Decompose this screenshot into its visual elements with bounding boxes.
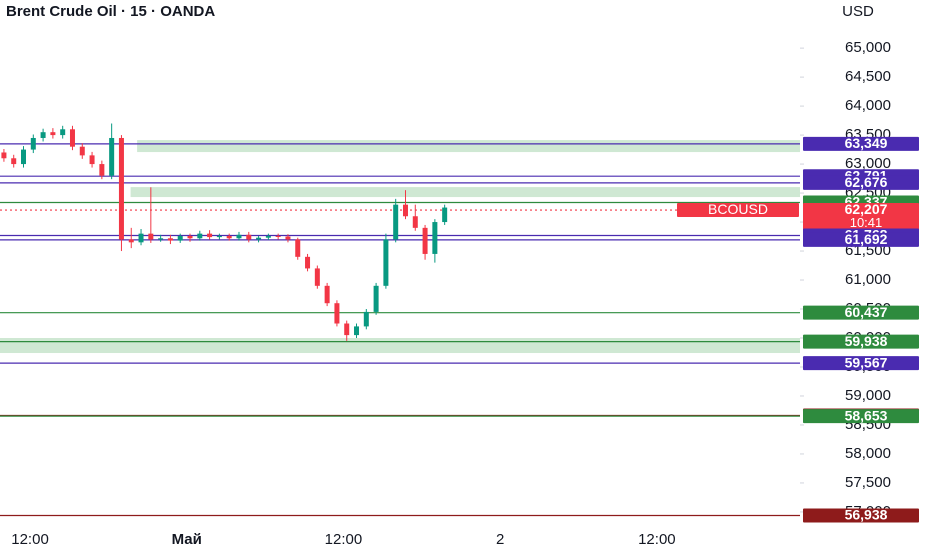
candle-body [432, 222, 438, 254]
price-badge-label: 63,349 [845, 135, 888, 151]
price-badge [803, 136, 919, 151]
candle-body [275, 235, 281, 237]
candle-body [69, 129, 75, 147]
x-tick-label: 12:00 [325, 531, 363, 548]
candle-body [363, 311, 369, 327]
candle-body [442, 207, 448, 223]
y-tick-label: 57,500 [845, 474, 891, 491]
candle-body [1, 152, 7, 159]
candle-body [167, 238, 173, 241]
price-badge [803, 334, 919, 349]
candle-body [79, 146, 85, 156]
candle-body [148, 233, 154, 240]
candle-body [118, 137, 124, 240]
candle-body [99, 164, 105, 176]
price-badge [803, 508, 919, 523]
candle-body [373, 285, 379, 312]
y-tick-label: 64,500 [845, 68, 891, 85]
price-badge [803, 305, 919, 320]
candle-body [187, 235, 193, 239]
candle-body [285, 236, 291, 240]
y-tick-label: 63,000 [845, 155, 891, 172]
symbol-badge [677, 203, 799, 218]
price-badge-label: 62,676 [845, 174, 888, 190]
zone [137, 140, 800, 153]
candle-body [60, 129, 66, 136]
price-badge [803, 203, 919, 232]
candle-body [216, 235, 222, 238]
candle-body [295, 239, 301, 257]
plot-area: 12:00 Май 12:00 2 12:00 BCOUSD [0, 123, 800, 548]
candle-body [89, 155, 95, 165]
x-tick-label: 12:00 [11, 531, 49, 548]
candle-body [324, 285, 330, 304]
candle-body [393, 204, 399, 240]
y-tick-label: 64,000 [845, 97, 891, 114]
candle-body [207, 233, 213, 238]
y-tick-label: 65,000 [845, 39, 891, 56]
price-badge [803, 409, 919, 424]
candle-body [256, 237, 262, 240]
candle-body [109, 137, 115, 176]
candle-body [50, 132, 56, 136]
candle-body [177, 235, 183, 241]
candle-body [305, 256, 311, 269]
currency-label: USD [842, 3, 874, 20]
price-badge-label: 58,653 [845, 407, 888, 423]
candle-body [236, 234, 242, 239]
price-badge [803, 175, 919, 190]
candle-body [412, 216, 418, 228]
countdown-label: 10:41 [850, 215, 883, 230]
candle-body [354, 326, 360, 336]
candle-body [158, 238, 164, 240]
candle-body [30, 137, 36, 150]
candle-body [314, 268, 320, 286]
candle-body [138, 233, 144, 243]
price-badge-label: 56,938 [845, 507, 888, 523]
price-badge [803, 356, 919, 371]
x-tick-label: Май [172, 531, 202, 548]
candle-body [334, 303, 340, 324]
candle-body [265, 235, 271, 238]
zone [130, 187, 800, 198]
candle-body [21, 149, 27, 165]
candle-body [344, 323, 350, 336]
y-tick-label: 58,000 [845, 445, 891, 462]
price-badge-label: 59,938 [845, 333, 888, 349]
candle-body [197, 233, 203, 239]
price-badge [803, 232, 919, 247]
price-axis: 57,00057,50058,00058,50059,00059,50060,0… [800, 39, 919, 523]
y-tick-label: 61,000 [845, 271, 891, 288]
candle-body [40, 132, 46, 138]
candle-body [422, 227, 428, 254]
x-tick-label: 12:00 [638, 531, 676, 548]
candle-body [11, 158, 17, 165]
price-badge-label: 60,437 [845, 304, 888, 320]
candle-body [383, 239, 389, 286]
candle-body [246, 234, 252, 240]
price-badge-label: 62,207 [845, 201, 888, 217]
zone [0, 337, 800, 354]
chart-title: Brent Crude Oil · 15 · OANDA [6, 3, 215, 20]
y-tick-label: 59,000 [845, 387, 891, 404]
candle-body [128, 239, 134, 243]
price-badge-label: 59,567 [845, 354, 888, 370]
x-tick-label: 2 [496, 531, 504, 548]
symbol-label: BCOUSD [708, 201, 768, 217]
candle-body [226, 235, 232, 239]
candle-body [402, 204, 408, 217]
price-badge-label: 61,692 [845, 231, 888, 247]
